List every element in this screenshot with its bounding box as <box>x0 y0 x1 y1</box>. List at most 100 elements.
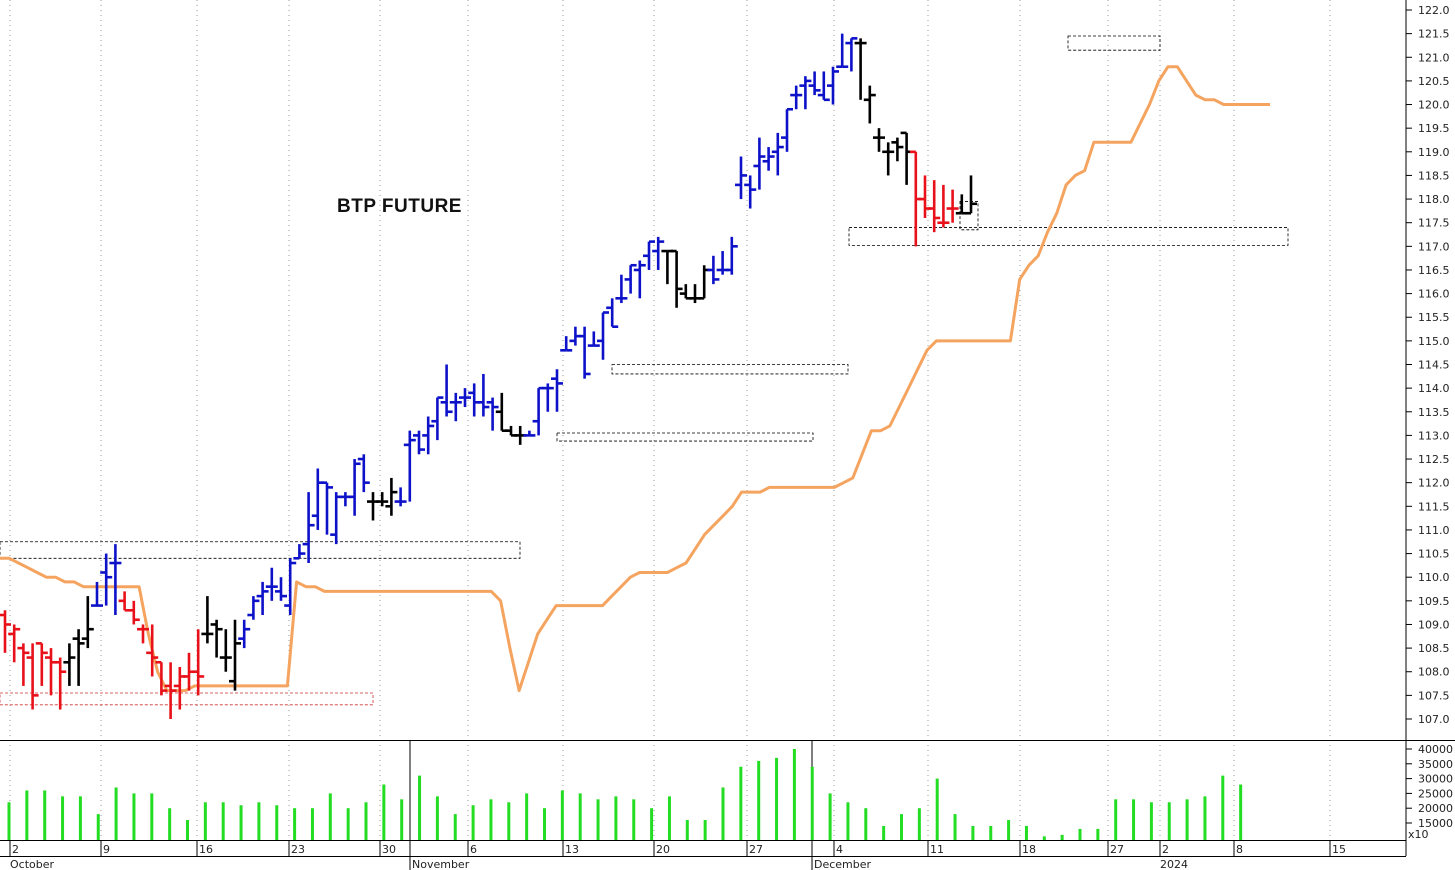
x-day-label: 6 <box>470 843 477 856</box>
x-day-label: 27 <box>749 843 763 856</box>
x-day-label: 13 <box>565 843 579 856</box>
ohlc-bar <box>928 180 941 233</box>
volume-tick-label: 25000 <box>1418 787 1453 800</box>
ohlc-bar <box>127 600 140 625</box>
volume-tick-label: 40000 <box>1418 743 1453 756</box>
ohlc-bar <box>854 38 867 100</box>
x-day-label: 27 <box>1110 843 1124 856</box>
ohlc-bar <box>725 236 738 275</box>
range-box <box>611 364 849 375</box>
ohlc-bar <box>873 128 885 152</box>
ohlc-bar <box>118 591 131 612</box>
ohlc-bar <box>100 553 113 606</box>
y-tick-label: 121.0 <box>1418 51 1450 64</box>
y-tick-label: 122.0 <box>1418 4 1450 17</box>
range-box <box>959 201 979 231</box>
ohlc-bar <box>762 147 775 171</box>
ohlc-bar <box>35 642 48 686</box>
ohlc-bar <box>486 397 499 431</box>
y-tick-label: 117.5 <box>1418 217 1450 230</box>
volume-tick-label: 30000 <box>1418 773 1453 786</box>
volume-multiplier: x10 <box>1408 828 1429 841</box>
ohlc-bar <box>827 66 839 105</box>
ohlc-bar <box>615 274 628 304</box>
ohlc-bar <box>137 624 149 644</box>
ohlc-bar <box>643 240 655 270</box>
y-tick-label: 117.0 <box>1418 240 1450 253</box>
x-day-label: 8 <box>1236 843 1243 856</box>
ohlc-bar <box>17 643 30 686</box>
y-tick-label: 118.5 <box>1418 169 1450 182</box>
price-axis-ticks: 107.0 107.5 108.0 108.5 109.0 109.5 110.0 110.5… <box>1406 4 1450 726</box>
y-tick-label: 121.5 <box>1418 28 1450 41</box>
ohlc-bar <box>735 156 747 200</box>
y-tick-label: 107.5 <box>1418 689 1450 702</box>
ohlc-bar <box>863 85 876 124</box>
ohlc-bar <box>201 596 214 644</box>
ohlc-bar <box>256 581 269 616</box>
ohlc-bar <box>771 132 784 176</box>
ohlc-bar <box>321 481 333 535</box>
ohlc-bar <box>302 492 315 564</box>
ohlc-bar <box>26 643 39 710</box>
x-day-label: 11 <box>930 843 944 856</box>
volume-tick-label: 35000 <box>1418 758 1453 771</box>
ohlc-bar <box>164 662 177 719</box>
ohlc-bar <box>679 284 692 300</box>
ohlc-bar <box>505 425 517 437</box>
range-box <box>0 692 374 706</box>
volume-tick-label: 20000 <box>1418 802 1453 815</box>
ohlc-bar <box>845 37 858 72</box>
ohlc-bar <box>146 624 159 677</box>
x-day-label: 2 <box>12 843 19 856</box>
ohlc-bar <box>219 629 232 672</box>
ohlc-bar <box>394 487 407 507</box>
ohlc-bar <box>440 364 453 417</box>
ohlc-bar <box>311 468 324 530</box>
ohlc-bar <box>247 596 260 620</box>
y-tick-label: 108.5 <box>1418 642 1450 655</box>
y-tick-label: 115.5 <box>1418 311 1450 324</box>
x-month-label: October <box>10 858 54 870</box>
ohlc-bars <box>0 33 977 719</box>
y-tick-label: 114.0 <box>1418 382 1450 395</box>
ohlc-bar <box>192 629 205 696</box>
ohlc-bar <box>532 386 545 436</box>
range-box <box>1067 35 1161 51</box>
ohlc-bar <box>63 643 76 686</box>
ohlc-bar <box>495 392 508 432</box>
x-month-label: 2024 <box>1160 858 1188 870</box>
ohlc-bar <box>403 430 416 502</box>
ohlc-bar <box>587 331 600 347</box>
ohlc-bar <box>155 660 168 696</box>
ohlc-bar <box>689 284 701 304</box>
ohlc-bar <box>799 76 812 110</box>
ohlc-bar <box>468 383 481 417</box>
ohlc-bar <box>560 336 573 352</box>
trend-line-path <box>0 65 1270 693</box>
ohlc-bar <box>275 577 287 601</box>
ohlc-bar <box>431 396 444 441</box>
ohlc-bar <box>72 629 85 686</box>
ohlc-bar <box>376 492 389 507</box>
x-day-label: 15 <box>1332 843 1346 856</box>
ohlc-bar <box>293 544 306 560</box>
x-day-label: 20 <box>656 843 670 856</box>
y-tick-label: 120.5 <box>1418 75 1450 88</box>
ohlc-bar <box>385 477 398 516</box>
ohlc-bar <box>210 619 223 658</box>
ohlc-bar <box>744 175 757 209</box>
ohlc-bar <box>551 369 563 412</box>
ohlc-bar <box>652 236 665 270</box>
ohlc-bar <box>661 249 674 285</box>
x-day-label: 4 <box>836 843 843 856</box>
x-day-label: 9 <box>103 843 110 856</box>
y-tick-label: 111.0 <box>1418 524 1450 537</box>
x-day-label: 30 <box>382 843 396 856</box>
ohlc-bar <box>367 492 379 521</box>
y-tick-label: 110.5 <box>1418 548 1450 561</box>
ohlc-bar <box>578 326 591 379</box>
y-tick-label: 120.0 <box>1418 99 1450 112</box>
ohlc-bar <box>781 107 793 152</box>
